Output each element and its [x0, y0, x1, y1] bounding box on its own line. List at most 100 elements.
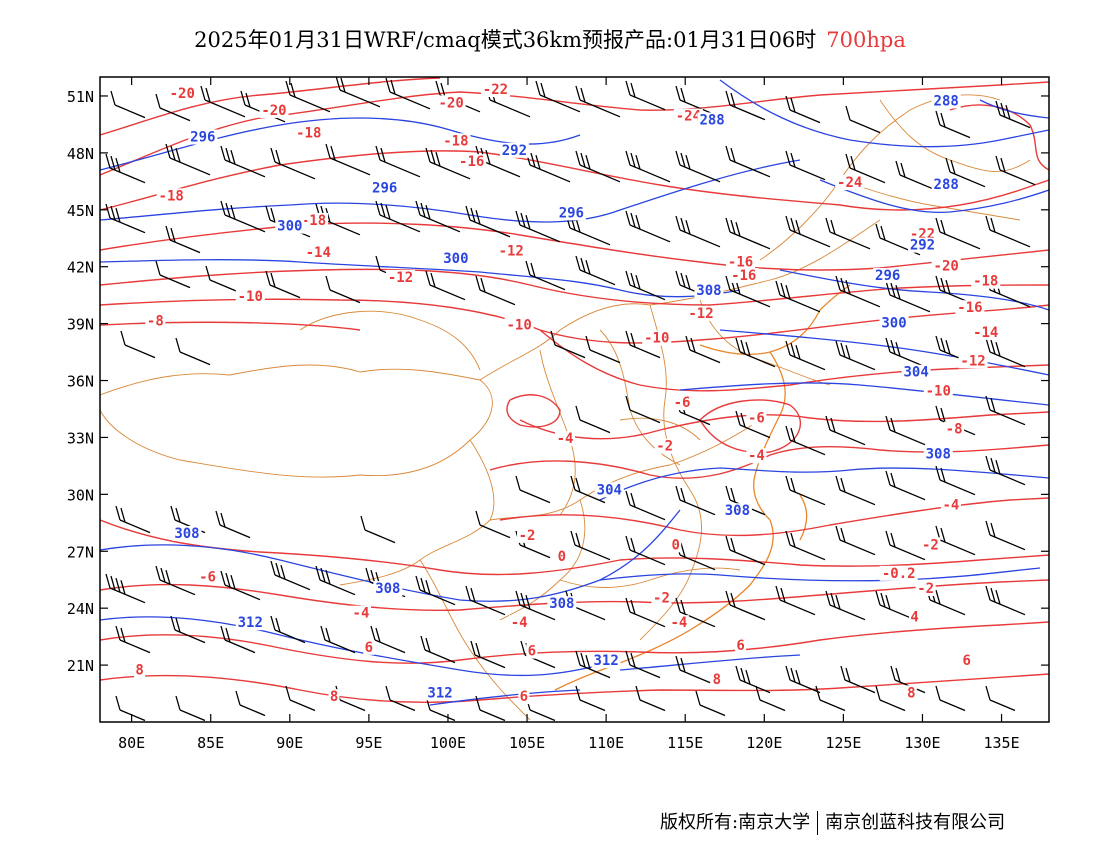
height-label: 300 — [277, 219, 302, 235]
height-contour — [779, 269, 1049, 311]
label-bg — [668, 615, 689, 631]
wind-barb — [675, 655, 711, 684]
label-bg — [697, 112, 727, 128]
label-bg — [504, 317, 534, 333]
isotherm-line — [100, 621, 1049, 664]
wind-barb — [105, 203, 146, 234]
temperature-label: -12 — [499, 243, 524, 259]
label-bg — [879, 315, 909, 331]
footer-separator — [817, 811, 819, 835]
wind-barb — [155, 565, 196, 596]
isotherm-line — [519, 411, 1049, 440]
label-bg — [373, 581, 403, 596]
label-bg — [931, 176, 961, 192]
wind-barb — [985, 685, 1016, 712]
wind-barb — [835, 275, 881, 308]
wind-barb — [845, 153, 886, 184]
temperature-label: -18 — [296, 126, 321, 142]
isotherm-line — [506, 394, 561, 428]
height-contour — [719, 329, 1049, 376]
wind-barb — [585, 335, 621, 364]
label-bg — [235, 615, 265, 631]
wind-barb — [675, 215, 721, 248]
wind-barb — [935, 685, 966, 712]
label-bg — [591, 653, 621, 669]
label-bg — [259, 102, 289, 118]
province-border — [419, 559, 531, 721]
height-contour — [429, 689, 581, 706]
label-bg — [235, 288, 265, 304]
label-bg — [386, 269, 416, 285]
wind-barb — [515, 590, 556, 621]
wind-barb — [725, 590, 766, 621]
wind-barb — [235, 690, 266, 717]
height-contour — [100, 616, 601, 677]
wind-barb — [270, 615, 306, 644]
height-label: 296 — [559, 205, 584, 221]
height-label: 308 — [375, 581, 400, 597]
wind-barb — [875, 685, 906, 712]
height-label: 312 — [427, 685, 452, 701]
temperature-label: -8 — [147, 314, 164, 330]
wind-barb — [155, 93, 191, 122]
wind-barb — [120, 330, 156, 359]
isotherm-line — [100, 673, 1049, 704]
lat-label: 21N — [67, 657, 94, 675]
wind-barb — [415, 200, 461, 233]
wind-barb — [165, 143, 211, 176]
wind-barb — [785, 150, 826, 181]
label-bg — [299, 212, 329, 228]
temperature-label: -2 — [656, 439, 673, 455]
wind-barb — [105, 153, 146, 184]
height-label: 308 — [174, 526, 199, 542]
height-contour — [619, 654, 801, 671]
province-border — [299, 310, 481, 371]
wind-barb — [625, 210, 671, 243]
lon-label: 125E — [825, 734, 861, 752]
wind-barb — [570, 475, 606, 504]
lat-label: 30N — [67, 486, 94, 504]
wind-barb — [835, 475, 876, 506]
isotherm-line — [100, 150, 1049, 211]
label-bg — [303, 245, 333, 261]
temperature-label: -18 — [159, 188, 184, 204]
wind-barb — [385, 77, 431, 110]
isotherm-line — [699, 399, 801, 454]
wind-barb — [215, 510, 251, 539]
wind-barb — [270, 560, 311, 591]
copyright-footer: 版权所有:南京大学 南京创蓝科技有限公司 — [660, 808, 1005, 835]
label-bg — [940, 497, 961, 513]
wind-barb — [425, 147, 471, 180]
temperature-label: -6 — [674, 395, 691, 411]
coastline-segment — [753, 351, 786, 521]
wind-barb — [575, 685, 606, 712]
temperature-label: -4 — [943, 498, 960, 514]
wind-barb — [220, 145, 266, 178]
wind-barb — [425, 270, 466, 301]
temperature-label: -8 — [946, 422, 963, 438]
isotherm-line — [489, 444, 1049, 479]
wind-barb — [995, 100, 1031, 129]
wind-barb — [515, 475, 551, 504]
height-contour — [979, 99, 1049, 119]
height-label: 308 — [549, 596, 574, 612]
temperature-label: 6 — [736, 638, 744, 654]
province-border — [839, 179, 1021, 221]
label-bg — [167, 85, 197, 101]
label-bg — [197, 569, 218, 585]
label-bg — [971, 273, 1001, 289]
wind-barb — [985, 395, 1026, 426]
wind-barb — [470, 640, 506, 669]
wind-barb — [775, 280, 821, 313]
wind-barb — [220, 570, 261, 601]
label-bg — [971, 324, 1001, 340]
label-bg — [711, 672, 723, 688]
wind-barb — [270, 147, 316, 180]
wind-barb — [370, 625, 406, 654]
temperature-label: -0.2 — [882, 566, 916, 582]
lat-label: 33N — [67, 429, 94, 447]
height-contour — [100, 509, 681, 602]
label-bg — [961, 653, 973, 669]
temperature-label: -24 — [837, 175, 862, 191]
latitude-axis: 51N 48N 45N 42N 39N 36N 33N 30N 27N 24N 21N — [67, 88, 1049, 675]
